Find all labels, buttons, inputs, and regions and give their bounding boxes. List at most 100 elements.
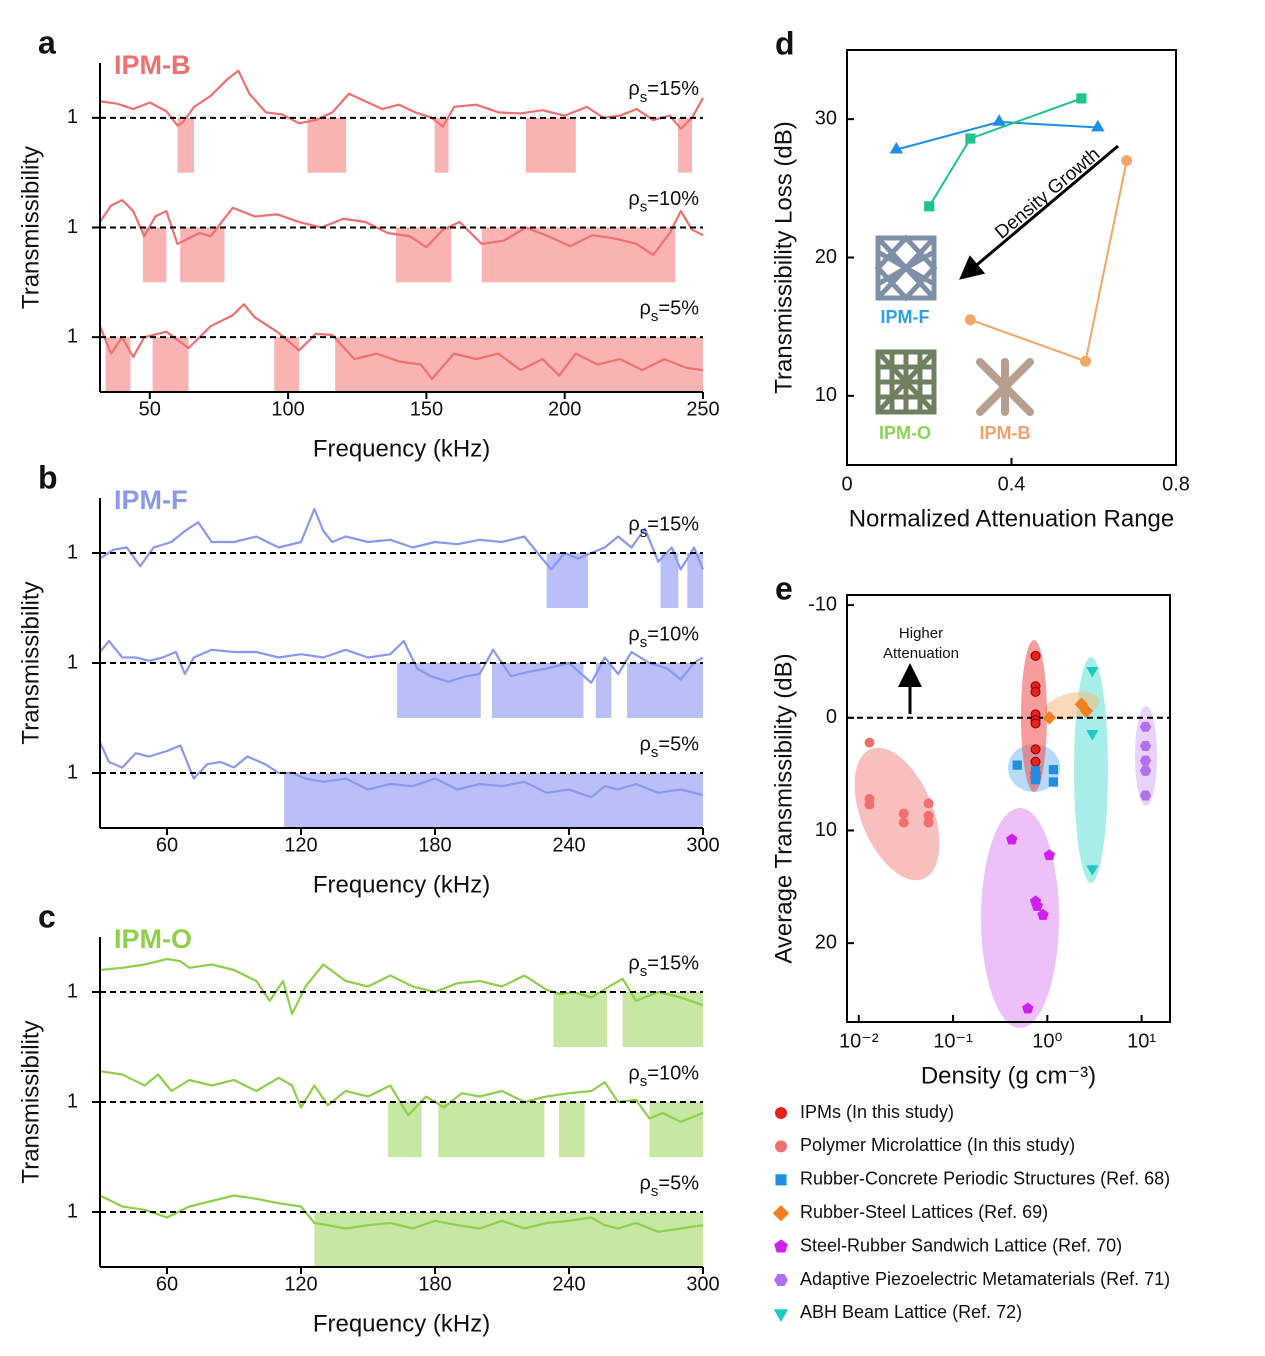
transmissibility-curve xyxy=(99,198,704,257)
attenuation-band xyxy=(284,773,703,828)
x-tick-label: 0.8 xyxy=(1162,473,1190,495)
y-tick-label: 1 xyxy=(67,325,78,347)
subscript: s xyxy=(640,524,648,541)
annotation: Attenuation xyxy=(883,645,959,662)
density-label: ρs=5% xyxy=(640,733,700,761)
x-tick-label: 120 xyxy=(284,834,317,856)
series-label: IPM-B xyxy=(980,423,1031,443)
data-point xyxy=(1030,756,1041,767)
subscript: s xyxy=(640,634,648,651)
y-tick-label: 1 xyxy=(67,980,78,1002)
attenuation-band xyxy=(687,553,703,608)
attenuation-band xyxy=(152,337,189,392)
data-point xyxy=(864,737,875,748)
x-tick-label: 50 xyxy=(139,398,161,420)
attenuation-band xyxy=(546,553,588,608)
legend-marker xyxy=(775,1107,787,1119)
data-point xyxy=(1079,704,1094,718)
attenuation-band xyxy=(558,1102,585,1157)
data-point xyxy=(1043,849,1056,861)
y-tick-label: -10 xyxy=(808,593,837,615)
data-point xyxy=(1139,755,1152,766)
subscript: s xyxy=(640,89,648,106)
y-axis-label: Transmissibility xyxy=(17,581,44,744)
attenuation-band xyxy=(434,117,449,173)
series-label: IPM-F xyxy=(881,307,930,327)
x-tick-label: 240 xyxy=(552,1273,585,1295)
plot-frame xyxy=(846,594,1171,1023)
legend-marker xyxy=(772,1205,790,1222)
attenuation-band xyxy=(180,227,225,283)
x-tick-label: 150 xyxy=(410,398,443,420)
series-line xyxy=(896,120,1098,151)
attenuation-band xyxy=(481,227,676,283)
subscript: s xyxy=(651,744,659,761)
annotation: Density Growth xyxy=(991,144,1104,244)
x-tick-label: 100 xyxy=(271,398,304,420)
y-axis-label: Transmissibility xyxy=(17,1020,44,1183)
attenuation-band xyxy=(177,117,195,173)
subscript: s xyxy=(640,1073,648,1090)
density-label: ρs=5% xyxy=(640,1172,700,1200)
y-axis-label: Average Transmissibility (dB) xyxy=(770,653,797,963)
attenuation-band xyxy=(660,553,679,608)
data-point xyxy=(1030,718,1041,729)
x-tick-label: 0 xyxy=(841,473,852,495)
density-label: ρs=10% xyxy=(628,188,699,216)
y-axis-label: Transmissibility Loss (dB) xyxy=(770,121,797,394)
data-point xyxy=(1139,765,1152,776)
panel-letter: c xyxy=(38,898,56,934)
legend-marker xyxy=(773,1309,789,1322)
data-point xyxy=(924,201,935,212)
density-label: ρs=10% xyxy=(628,1062,699,1090)
density-label: ρs=15% xyxy=(628,78,699,106)
panel-title: IPM-F xyxy=(114,485,188,515)
annotation-arrow xyxy=(959,144,1119,280)
data-point xyxy=(1086,865,1099,876)
panel-title: IPM-B xyxy=(114,50,191,80)
group-ellipses xyxy=(854,640,1157,1028)
x-tick-label: 300 xyxy=(686,1273,719,1295)
attenuation-band xyxy=(678,117,692,173)
data-point xyxy=(864,799,875,810)
attenuation-band xyxy=(595,663,612,718)
x-tick-label: 250 xyxy=(686,398,719,420)
data-point xyxy=(889,141,904,154)
y-tick-label: 20 xyxy=(815,931,837,953)
attenuation-band xyxy=(438,1102,545,1157)
legend-marker xyxy=(774,1239,788,1253)
transmissibility-curve xyxy=(99,639,704,684)
y-tick-label: 0 xyxy=(826,706,837,728)
panel-letter: e xyxy=(775,570,793,606)
y-tick-label: 1 xyxy=(67,761,78,783)
data-point xyxy=(1091,119,1105,132)
x-tick-label: 180 xyxy=(418,1273,451,1295)
data-point xyxy=(1086,730,1099,741)
y-tick-label: 1 xyxy=(67,651,78,673)
x-tick-label: 200 xyxy=(548,398,581,420)
data-point xyxy=(898,817,909,828)
transmissibility-curve xyxy=(99,1194,704,1233)
data-point xyxy=(992,114,1006,126)
icon-ipm-o xyxy=(875,349,937,415)
x-tick-label: 10⁰ xyxy=(1032,1030,1062,1052)
legend-label: ABH Beam Lattice (Ref. 72) xyxy=(800,1302,1022,1322)
y-axis-label: Transmissibility xyxy=(17,146,44,309)
data-point xyxy=(1022,1002,1034,1014)
data-point xyxy=(1030,744,1041,755)
transmissibility-curve xyxy=(99,507,705,571)
attenuation-band xyxy=(525,117,576,173)
panel-letter: a xyxy=(38,24,56,60)
data-point xyxy=(1030,775,1041,785)
data-point xyxy=(1139,721,1152,732)
data-point xyxy=(1012,760,1022,770)
x-axis-label: Frequency (kHz) xyxy=(313,871,490,898)
annotation: Higher xyxy=(899,625,943,642)
data-point xyxy=(1048,777,1059,787)
legend-label: Polymer Microlattice (In this study) xyxy=(800,1135,1075,1155)
series-label: IPM-O xyxy=(879,423,931,443)
legend-label: Rubber-Concrete Periodic Structures (Ref… xyxy=(800,1169,1170,1189)
x-axis-label: Frequency (kHz) xyxy=(313,1310,490,1337)
